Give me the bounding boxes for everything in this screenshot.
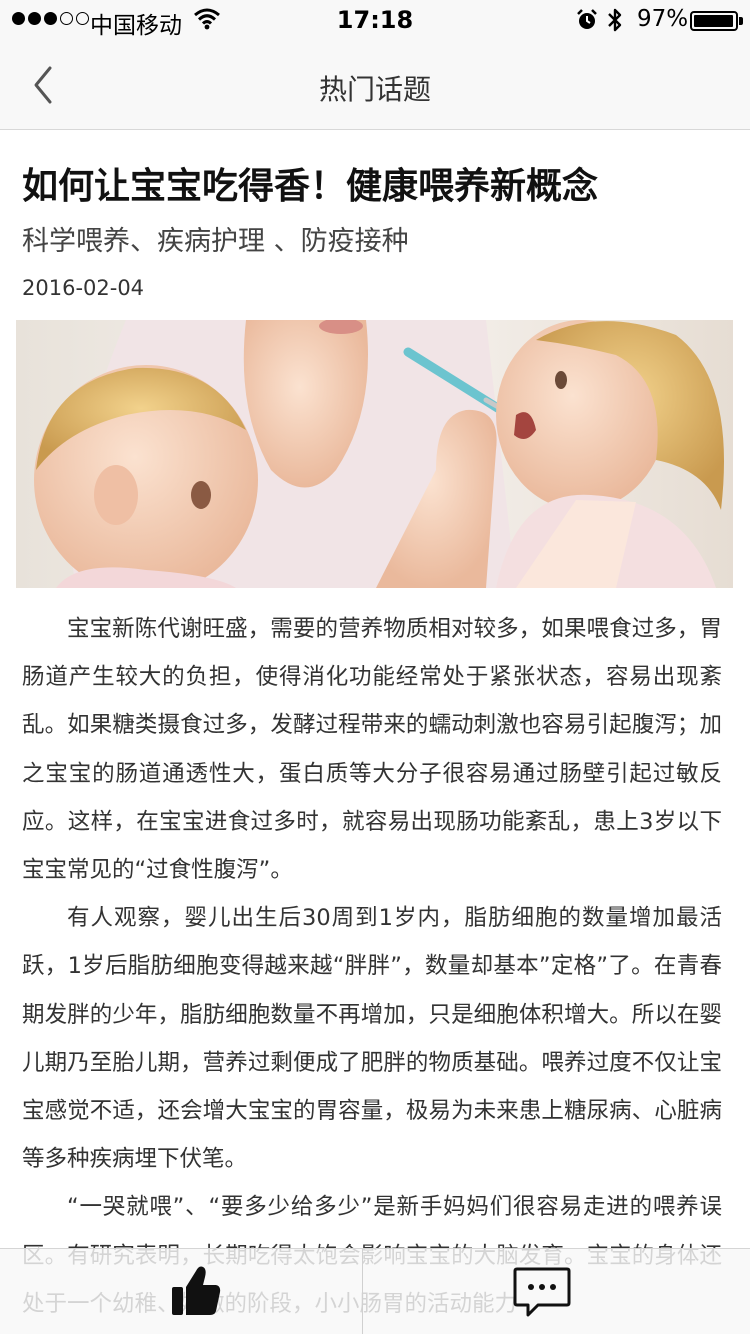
article-date: 2016-02-04 (22, 276, 145, 300)
comment-bubble-icon (513, 1267, 571, 1317)
navigation-bar: 热门话题 (0, 40, 750, 130)
wifi-icon (194, 8, 220, 36)
bluetooth-icon (605, 6, 625, 40)
carrier-label: 中国移动 (90, 13, 182, 39)
battery-icon (690, 11, 738, 31)
battery-level-fill (694, 15, 733, 27)
article-title: 如何让宝宝吃得香！健康喂养新概念 (22, 166, 599, 207)
page-title: 热门话题 (318, 73, 431, 106)
alarm-icon (575, 8, 599, 38)
article-hero-image (16, 320, 733, 588)
battery-percent: 97% (637, 6, 689, 32)
signal-icon (12, 12, 89, 25)
thumbs-up-icon (172, 1266, 221, 1315)
toolbar-divider (362, 1249, 363, 1334)
back-button[interactable] (24, 62, 64, 108)
battery-tip (739, 17, 743, 25)
article-body: 宝宝新陈代谢旺盛，需要的营养物质相对较多，如果喂食过多，胃肠道产生较大的负担，使… (22, 605, 722, 1328)
comment-button[interactable] (512, 1265, 572, 1321)
article-paragraph: 宝宝新陈代谢旺盛，需要的营养物质相对较多，如果喂食过多，胃肠道产生较大的负担，使… (22, 616, 722, 884)
article-paragraph: 有人观察，婴儿出生后30周到1岁内，脂肪细胞的数量增加最活跃，1岁后脂肪细胞变得… (22, 905, 722, 1173)
status-time: 17:18 (336, 6, 414, 34)
bottom-toolbar (0, 1248, 750, 1334)
article-subtitle: 科学喂养、疾病护理 、防疫接种 (22, 226, 409, 257)
like-button[interactable] (170, 1263, 222, 1319)
chevron-left-icon (34, 66, 52, 104)
status-bar: 中国移动 17:18 97% (0, 0, 750, 40)
